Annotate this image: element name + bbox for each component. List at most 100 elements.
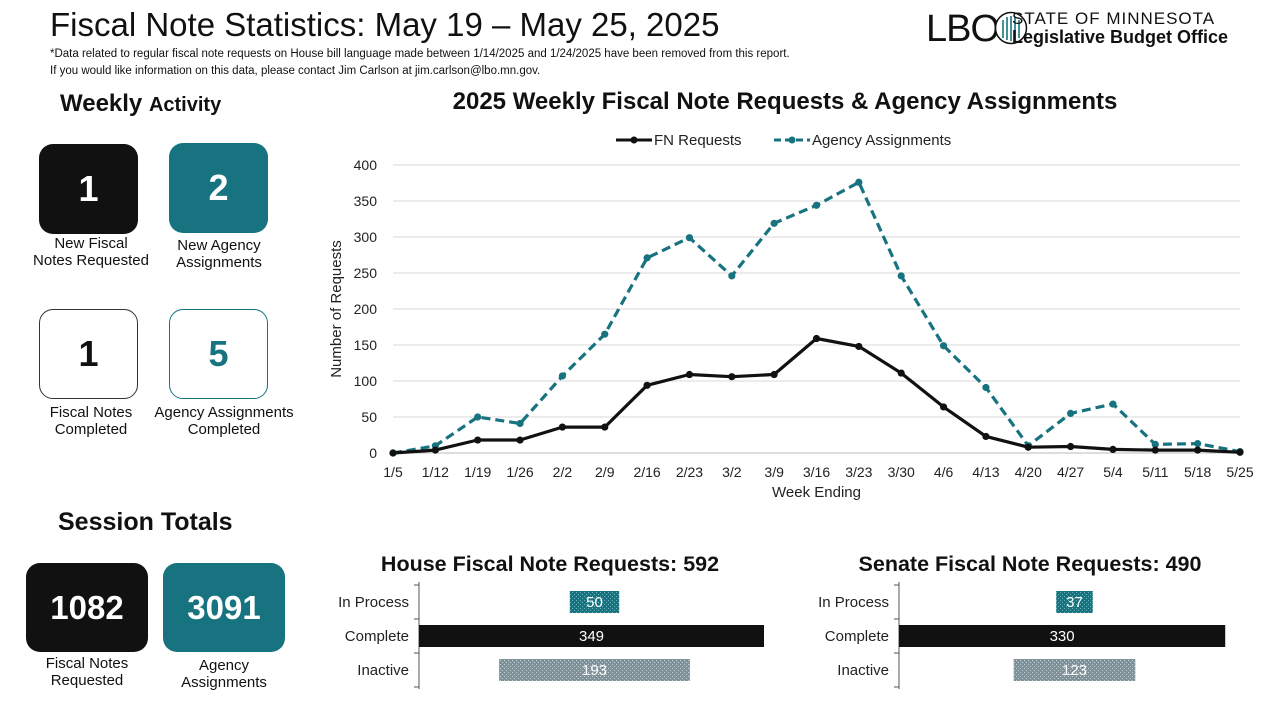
data-point-agency-assignments: [558, 372, 566, 380]
kpi-label-line: Fiscal Notes: [49, 404, 133, 421]
x-tick-label: 3/9: [764, 464, 784, 480]
bar-category-label: Inactive: [357, 662, 409, 679]
kpi-new-agency-assignments-label: New Agency Assignments: [150, 237, 288, 271]
bar-category-label: Inactive: [837, 662, 889, 679]
data-point-fn-requests: [855, 342, 863, 351]
page-title: Fiscal Note Statistics: May 19 – May 25,…: [50, 6, 720, 43]
data-point-agency-assignments: [855, 178, 863, 186]
data-point-fn-requests: [643, 381, 651, 389]
logo-state-text: STATE OF MINNESOTA: [1012, 9, 1216, 28]
data-point-fn-requests: [812, 334, 821, 343]
x-tick-label: 1/19: [464, 464, 491, 480]
bar-category-label: Complete: [825, 628, 889, 645]
legend-label: Agency Assignments: [812, 132, 951, 149]
lbo-logo: LBO STATE OF MINNESOTA Legislative Budge…: [924, 8, 1254, 52]
x-tick-label: 5/18: [1184, 464, 1211, 480]
data-point-fn-requests: [982, 432, 990, 441]
contact-note: If you would like information on this da…: [50, 65, 541, 77]
data-point-fn-requests: [1194, 446, 1202, 454]
data-point-agency-assignments: [982, 383, 990, 392]
kpi-fiscal-notes-completed-label: Fiscal Notes Completed: [20, 404, 162, 438]
data-footnote: *Data related to regular fiscal note req…: [50, 48, 790, 60]
bar-value-label: 37: [1066, 594, 1083, 611]
kpi-label-line: Completed: [187, 421, 261, 438]
weekly-title-sub: Activity: [148, 94, 222, 116]
kpi-label-line: New Fiscal: [54, 235, 128, 252]
kpi-label-line: Completed: [54, 421, 128, 438]
kpi-agency-assignments-completed: 5: [169, 309, 268, 399]
y-tick-label: 400: [354, 157, 378, 173]
y-tick-label: 150: [354, 337, 378, 353]
session-totals-title: Session Totals: [58, 508, 233, 536]
kpi-label-line: Agency: [198, 657, 250, 674]
x-tick-label: 1/12: [422, 464, 449, 480]
series-line-agency-assignments: [392, 180, 1241, 455]
house-bar-chart-title: House Fiscal Note Requests: 592: [380, 552, 720, 576]
data-point-fn-requests: [1151, 446, 1159, 454]
bar-value-label: 123: [1062, 662, 1087, 679]
legend-marker: [630, 136, 638, 144]
data-point-fn-requests: [1024, 443, 1032, 451]
bar-value-label: 349: [579, 628, 604, 645]
x-tick-label: 4/27: [1057, 464, 1084, 480]
data-point-agency-assignments: [812, 201, 821, 209]
data-point-fn-requests: [1236, 448, 1244, 456]
data-point-agency-assignments: [516, 419, 524, 428]
data-point-fn-requests: [685, 370, 694, 379]
line-chart-title: 2025 Weekly Fiscal Note Requests & Agenc…: [452, 88, 1118, 115]
data-point-agency-assignments: [728, 272, 736, 280]
x-axis-label: Week Ending: [772, 484, 861, 501]
kpi-label-line: Agency Assignments: [154, 404, 294, 421]
data-point-agency-assignments: [685, 234, 694, 242]
weekly-title-main: Weekly: [60, 90, 143, 117]
x-tick-label: 1/5: [383, 464, 403, 480]
data-point-fn-requests: [516, 436, 524, 444]
bar-in-process: [1056, 591, 1093, 613]
y-tick-label: 200: [354, 301, 378, 317]
y-axis-label: Number of Requests: [328, 240, 345, 378]
data-point-fn-requests: [1067, 442, 1075, 451]
data-point-agency-assignments: [474, 413, 482, 421]
data-point-agency-assignments: [1151, 440, 1159, 448]
logo-office-text: Legislative Budget Office: [1012, 27, 1229, 47]
senate-bar-chart: In Process 37 Complete 330 Inactive 123: [818, 582, 1226, 689]
data-point-fn-requests: [897, 369, 905, 377]
data-point-agency-assignments: [643, 254, 651, 262]
x-tick-label: 3/23: [845, 464, 872, 480]
x-tick-label: 5/25: [1226, 464, 1253, 480]
data-point-agency-assignments: [770, 219, 778, 227]
y-tick-label: 0: [369, 445, 377, 461]
senate-bar-chart-title: Senate Fiscal Note Requests: 490: [858, 552, 1202, 576]
x-tick-label: 4/13: [972, 464, 999, 480]
x-tick-label: 4/20: [1015, 464, 1042, 480]
kpi-new-fiscal-notes-label: New Fiscal Notes Requested: [20, 235, 162, 269]
bar-value-label: 193: [582, 662, 607, 679]
capitol-dome-icon: [994, 11, 1028, 45]
data-point-agency-assignments: [897, 272, 905, 280]
data-point-fn-requests: [770, 370, 778, 379]
kpi-label-line: Notes Requested: [33, 252, 149, 269]
x-tick-label: 2/16: [633, 464, 660, 480]
bar-inactive: [499, 659, 690, 681]
y-tick-label: 250: [354, 265, 378, 281]
bar-category-label: Complete: [345, 628, 409, 645]
x-tick-label: 2/2: [553, 464, 573, 480]
x-tick-label: 3/2: [722, 464, 742, 480]
bar-inactive: [1013, 659, 1136, 681]
data-point-agency-assignments: [1067, 409, 1075, 417]
x-tick-label: 4/6: [934, 464, 954, 480]
y-tick-label: 350: [354, 193, 378, 209]
x-tick-label: 3/30: [888, 464, 915, 480]
weekly-activity-title: Weekly Activity: [60, 90, 221, 118]
data-point-fn-requests: [431, 446, 439, 454]
data-point-agency-assignments: [1109, 400, 1117, 408]
x-tick-label: 5/11: [1142, 464, 1168, 480]
x-tick-label: 2/23: [676, 464, 703, 480]
legend-label: FN Requests: [654, 132, 742, 149]
kpi-label-line: Fiscal Notes: [45, 655, 129, 672]
kpi-fiscal-notes-completed: 1: [39, 309, 138, 399]
kpi-agency-assignments-completed-label: Agency Assignments Completed: [145, 404, 303, 438]
y-tick-label: 300: [354, 229, 378, 245]
data-point-fn-requests: [728, 373, 736, 381]
kpi-label-line: Requested: [50, 672, 124, 689]
